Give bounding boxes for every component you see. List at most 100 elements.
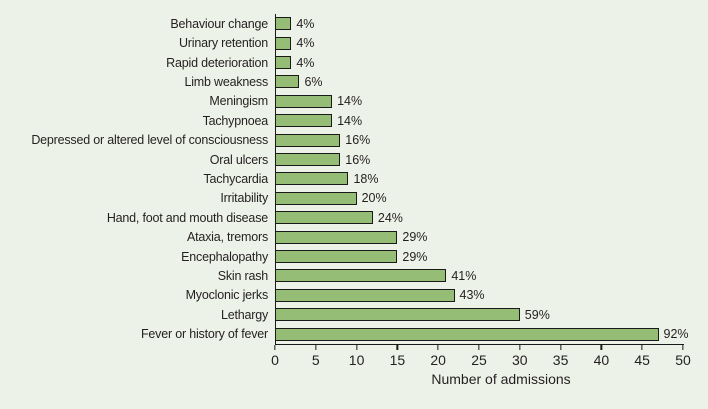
category-label: Ataxia, tremors (186, 230, 268, 245)
bar-track: 41% (275, 268, 708, 283)
bar (275, 153, 341, 167)
chart-row: Meningism 14% (0, 92, 708, 111)
tick-label: 10 (348, 352, 365, 368)
x-axis-line (275, 343, 684, 346)
chart-row: Lethargy 59% (0, 305, 708, 324)
tick-label: 20 (430, 352, 446, 368)
bar-track: 6% (275, 74, 708, 89)
bar-track: 16% (275, 152, 708, 167)
bar (275, 17, 292, 31)
percent-label: 92% (663, 327, 689, 342)
percent-label: 59% (524, 307, 550, 322)
bar (275, 230, 398, 244)
chart-row: Urinary retention 4% (0, 33, 708, 52)
tick-label: 40 (593, 352, 610, 368)
chart-row: Skin rash 41% (0, 266, 708, 285)
bar (275, 36, 292, 50)
tick-mark (682, 345, 684, 350)
category-label: Meningism (209, 94, 268, 109)
chart-row: Rapid deterioration 4% (0, 53, 708, 72)
bar (275, 75, 300, 89)
tick-label: 30 (512, 352, 528, 368)
tick-mark (600, 345, 603, 350)
category-label: Hand, foot and mouth disease (106, 210, 268, 225)
percent-label: 41% (451, 268, 477, 283)
chart-row: Hand, foot and mouth disease 24% (0, 208, 708, 227)
bar-track: 16% (275, 133, 708, 148)
tick-mark (437, 345, 439, 350)
bar-track: 18% (275, 171, 708, 186)
chart-row: Tachycardia 18% (0, 169, 708, 188)
category-label: Tachypnoea (202, 113, 269, 128)
percent-label: 18% (353, 171, 379, 186)
y-axis-line (275, 14, 277, 345)
bar-track: 14% (275, 114, 708, 128)
category-label: Encephalopathy (181, 249, 268, 264)
chart-row: Irritability 20% (0, 189, 708, 208)
category-label: Myoclonic jerks (185, 288, 269, 303)
bar (275, 308, 520, 322)
category-label: Fever or history of fever (141, 327, 268, 342)
chart-row: Tachypnoea 14% (0, 111, 708, 130)
category-label: Depressed or altered level of consciousn… (31, 133, 268, 148)
chart-row: Ataxia, tremors 29% (0, 227, 708, 246)
category-label: Lethargy (220, 307, 268, 322)
x-axis-ticks: 0 5 10 15 20 25 30 35 40 45 50 (271, 345, 691, 375)
percent-label: 24% (377, 210, 403, 225)
tick-label: 5 (311, 352, 320, 368)
bar-track: 29% (275, 230, 708, 244)
tick-mark (478, 345, 480, 350)
percent-label: 6% (304, 74, 323, 89)
bar (275, 288, 455, 302)
bar-track: 43% (275, 288, 708, 303)
bar (275, 269, 447, 283)
percent-label: 14% (337, 94, 363, 109)
bar-track: 4% (275, 36, 708, 51)
bar (275, 94, 333, 108)
chart-row: Encephalopathy 29% (0, 247, 708, 266)
chart-row: Depressed or altered level of consciousn… (0, 130, 708, 149)
percent-label: 20% (361, 191, 387, 206)
percent-label: 16% (345, 152, 371, 167)
percent-label: 4% (296, 55, 315, 70)
tick-label: 35 (552, 352, 569, 368)
tick-mark (641, 345, 643, 350)
bar-track: 20% (275, 191, 708, 206)
chart-row: Behaviour change 4% (0, 14, 708, 33)
bar (275, 211, 373, 225)
percent-label: 16% (345, 133, 371, 148)
tick-mark (396, 345, 399, 350)
percent-label: 4% (296, 36, 315, 51)
category-label: Rapid deterioration (166, 55, 268, 70)
category-label: Skin rash (217, 268, 269, 283)
tick-mark (274, 345, 276, 350)
bar (275, 191, 357, 205)
bar-track: 59% (275, 307, 708, 322)
tick-label: 45 (634, 352, 650, 368)
chart-rows: Behaviour change 4% Urinary retention 4% Rap… (0, 14, 708, 344)
bar-track: 29% (275, 250, 708, 264)
category-label: Oral ulcers (209, 152, 268, 167)
chart-row: Myoclonic jerks 43% (0, 286, 708, 305)
tick-label: 25 (471, 352, 487, 368)
percent-label: 43% (459, 288, 485, 303)
x-axis-title: Number of admissions (431, 371, 571, 387)
bar-track: 4% (275, 55, 708, 70)
tick-label: 15 (389, 352, 406, 368)
tick-mark (519, 345, 521, 350)
chart-row: Fever or history of fever 92% (0, 325, 708, 344)
bar-track: 92% (275, 327, 708, 342)
chart-row: Limb weakness 6% (0, 72, 708, 91)
bar-track: 14% (275, 94, 708, 109)
tick-mark (355, 345, 358, 350)
category-label: Behaviour change (170, 16, 268, 31)
category-label: Urinary retention (178, 36, 268, 51)
tick-label: 0 (271, 352, 279, 368)
bar (275, 56, 292, 70)
category-label: Limb weakness (184, 74, 268, 89)
tick-mark (315, 345, 317, 350)
category-label: Irritability (220, 191, 268, 206)
bar-track: 24% (275, 210, 708, 225)
percent-label: 4% (296, 16, 315, 31)
